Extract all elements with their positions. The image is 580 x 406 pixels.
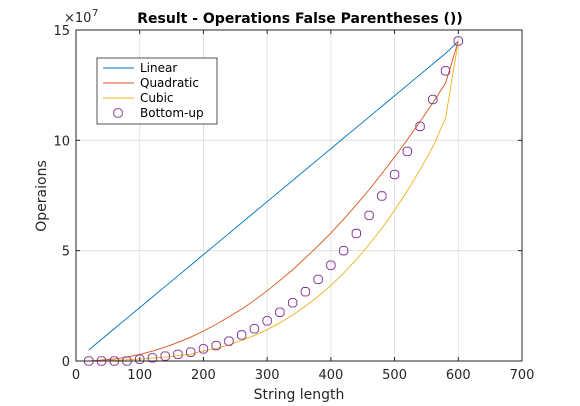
y-tick-label: 10 (53, 134, 70, 149)
marker-bottom-up (147, 353, 158, 363)
x-tick-label: 400 (318, 368, 343, 383)
marker-bottom-up (287, 298, 298, 308)
marker-bottom-up (440, 66, 451, 76)
legend-entry-quadratic: Quadratic (103, 76, 199, 90)
plot-markers (84, 36, 463, 366)
series-line-cubic (88, 41, 459, 362)
marker-bottom-up (224, 336, 234, 346)
y-axis-label: Operaions (34, 160, 50, 231)
y-exponent-base: ×10 (64, 11, 91, 26)
legend-label-linear: Linear (140, 61, 177, 75)
marker-bottom-up (262, 316, 272, 326)
plot-lines (88, 40, 459, 362)
x-tick-label: 500 (382, 368, 407, 383)
marker-bottom-up (453, 36, 463, 46)
marker-bottom-up (198, 344, 209, 354)
marker-bottom-up (326, 260, 336, 270)
x-tick-label: 700 (510, 368, 535, 383)
marker-bottom-up (402, 146, 412, 157)
series-line-quadratic (88, 41, 459, 362)
legend-label-quadratic: Quadratic (140, 76, 199, 90)
legend-entry-cubic: Cubic (103, 91, 174, 105)
legend-label-bottom-up: Bottom-up (140, 106, 204, 120)
x-axis-label: String length (254, 387, 345, 403)
marker-bottom-up (389, 169, 400, 180)
marker-bottom-up (173, 349, 183, 360)
legend-box (96, 57, 218, 125)
series-line-linear (88, 40, 459, 351)
marker-bottom-up (338, 246, 349, 256)
x-tick-label: 600 (446, 368, 471, 383)
legend-entry-linear: Linear (103, 61, 177, 75)
marker-bottom-up (186, 347, 196, 357)
axis-ticks (75, 29, 523, 362)
axes-box (75, 29, 523, 362)
x-tick-label: 0 (72, 368, 80, 383)
marker-bottom-up (377, 191, 387, 201)
marker-bottom-up (428, 94, 438, 105)
x-tick-label: 100 (127, 368, 152, 383)
marker-bottom-up (109, 356, 119, 366)
legend-swatch-bottom-up (113, 108, 123, 118)
x-tick-labels: 0 100 200 300 400 500 600 700 (72, 368, 535, 383)
marker-bottom-up (122, 356, 132, 366)
y-tick-label: 5 (62, 245, 70, 260)
marker-bottom-up (300, 287, 311, 297)
legend-entry-bottom-up: Bottom-up (113, 106, 204, 120)
series-bottom-up (84, 36, 463, 366)
chart-title: Result - Operations False Parentheses ()… (137, 11, 462, 27)
marker-bottom-up (135, 354, 145, 364)
marker-bottom-up (351, 228, 361, 239)
marker-bottom-up (275, 307, 285, 317)
x-tick-label: 200 (191, 368, 216, 383)
marker-bottom-up (249, 324, 260, 334)
x-tick-label: 300 (255, 368, 280, 383)
marker-bottom-up (160, 351, 170, 361)
marker-bottom-up (84, 356, 94, 366)
legend-label-cubic: Cubic (140, 91, 174, 105)
y-tick-label: 0 (62, 355, 70, 370)
y-tick-label: 15 (53, 24, 70, 39)
marker-bottom-up (415, 121, 425, 132)
marker-bottom-up (96, 356, 107, 366)
marker-bottom-up (237, 330, 247, 340)
marker-bottom-up (313, 274, 323, 285)
y-exponent-power: 7 (92, 8, 98, 19)
marker-bottom-up (364, 210, 374, 221)
marker-bottom-up (211, 340, 221, 351)
y-tick-labels: 0 5 10 15 (53, 24, 70, 370)
